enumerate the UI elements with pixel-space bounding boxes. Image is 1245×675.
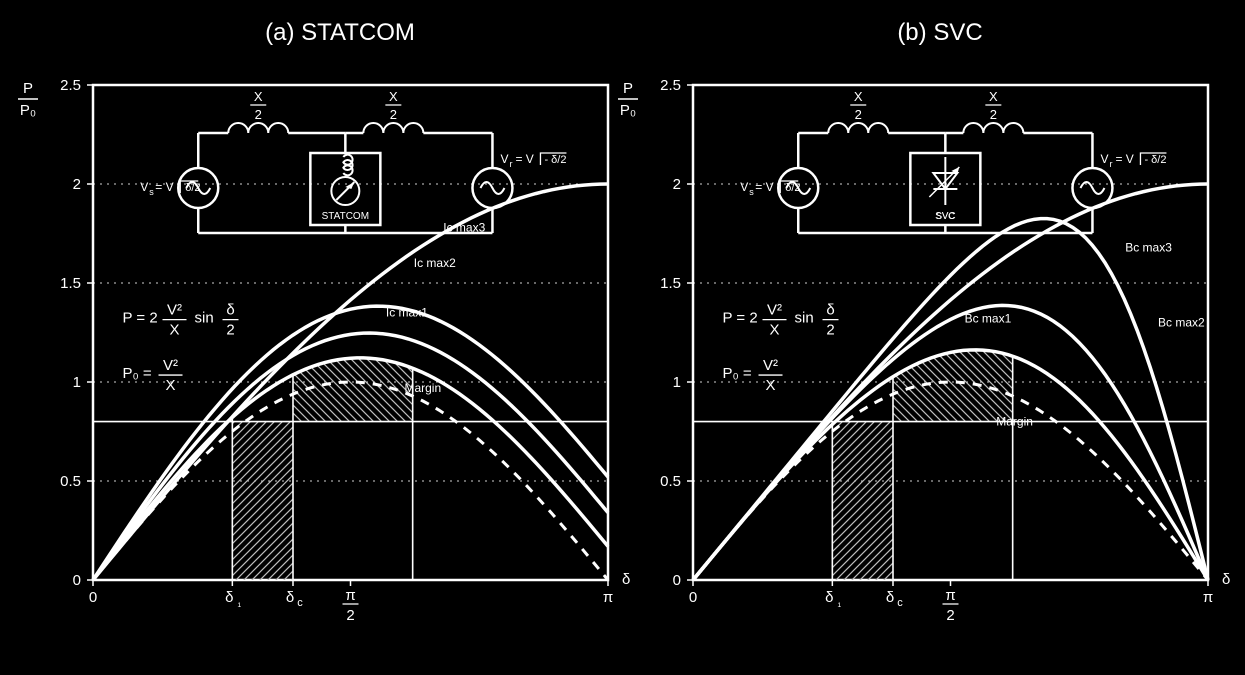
svg-text:δ: δ [825, 589, 833, 606]
svg-text:2: 2 [855, 107, 862, 122]
svg-text:0: 0 [689, 589, 697, 606]
svg-text:P₀: P₀ [20, 102, 36, 119]
svg-text:STATCOM: STATCOM [322, 211, 369, 222]
svg-text:δ: δ [226, 302, 234, 319]
svg-text:P: P [623, 80, 633, 97]
svg-text:2: 2 [390, 107, 397, 122]
margin-label: Margin [404, 381, 441, 395]
svg-text:2: 2 [255, 107, 262, 122]
svg-text:δ: δ [826, 302, 834, 319]
svg-text:V: V [140, 180, 148, 194]
svg-text:P = 2: P = 2 [123, 310, 158, 327]
svg-text:- δ/2: - δ/2 [1144, 154, 1166, 166]
svg-text:- δ/2: - δ/2 [544, 154, 566, 166]
title-a: (a) STATCOM [265, 19, 415, 46]
label-Bcmax1: Bc max1 [965, 312, 1012, 326]
svg-text:0: 0 [89, 589, 97, 606]
svg-text:V²: V² [767, 302, 782, 319]
svg-text:2: 2 [826, 322, 834, 339]
svg-text:2: 2 [673, 176, 681, 193]
svg-text:sin: sin [795, 310, 814, 327]
svg-text:s: s [149, 187, 154, 197]
margin-label: Margin [996, 415, 1033, 429]
svg-text:P₀ =: P₀ = [723, 365, 752, 382]
svg-text:r: r [509, 159, 512, 169]
svg-text:2.5: 2.5 [60, 77, 81, 94]
svg-text:δ: δ [1222, 571, 1230, 588]
svg-text:V²: V² [167, 302, 182, 319]
svg-text:2: 2 [73, 176, 81, 193]
svg-text:X: X [389, 89, 398, 104]
svg-text:δ: δ [286, 589, 294, 606]
svg-text:V: V [1100, 152, 1108, 166]
svg-text:2: 2 [990, 107, 997, 122]
svg-text:δ/2: δ/2 [785, 182, 800, 194]
svg-text:2: 2 [346, 607, 354, 624]
svg-text:₁: ₁ [837, 597, 841, 609]
svg-text:π: π [603, 589, 613, 606]
area-accel [832, 422, 893, 580]
svg-text:π: π [945, 587, 955, 604]
svg-text:X: X [854, 89, 863, 104]
svg-text:c: c [297, 597, 303, 609]
title-b: (b) SVC [897, 19, 982, 46]
label-Bcmax2: Bc max2 [1158, 316, 1205, 330]
label-Icmax2: Ic max2 [414, 256, 456, 270]
svg-text:1: 1 [73, 374, 81, 391]
label-Bcmax3: Bc max3 [1125, 240, 1172, 254]
svg-text:P = 2: P = 2 [723, 310, 758, 327]
svg-text:SVC: SVC [936, 211, 955, 221]
svg-text:2: 2 [226, 322, 234, 339]
svg-text:P: P [23, 80, 33, 97]
svg-text:s: s [749, 187, 754, 197]
svg-text:X: X [765, 377, 775, 394]
svg-text:X: X [165, 377, 175, 394]
svg-text:0.5: 0.5 [660, 473, 681, 490]
svg-text:r: r [1109, 159, 1112, 169]
svg-text:π: π [1203, 589, 1213, 606]
svg-text:δ: δ [622, 571, 630, 588]
svg-text:V²: V² [163, 357, 178, 374]
svg-text:= V: = V [1115, 152, 1133, 166]
svg-text:1.5: 1.5 [60, 275, 81, 292]
svg-text:δ: δ [886, 589, 894, 606]
svg-text:= V: = V [155, 180, 173, 194]
svg-text:0: 0 [673, 572, 681, 589]
svg-text:= V: = V [515, 152, 533, 166]
svg-text:1.5: 1.5 [660, 275, 681, 292]
svg-text:X: X [989, 89, 998, 104]
svg-text:δ/2: δ/2 [185, 182, 200, 194]
svg-text:P₀ =: P₀ = [123, 365, 152, 382]
svg-text:V²: V² [763, 357, 778, 374]
svg-text:V: V [740, 180, 748, 194]
svg-text:X: X [169, 322, 179, 339]
svg-text:= V: = V [755, 180, 773, 194]
svg-text:P₀: P₀ [620, 102, 636, 119]
area-accel [232, 422, 293, 580]
svg-text:0: 0 [73, 572, 81, 589]
svg-text:sin: sin [195, 310, 214, 327]
svg-text:X: X [769, 322, 779, 339]
svg-text:δ: δ [225, 589, 233, 606]
svg-text:X: X [254, 89, 263, 104]
svg-text:V: V [500, 152, 508, 166]
svg-text:₁: ₁ [237, 597, 241, 609]
svg-text:π: π [345, 587, 355, 604]
svg-text:c: c [897, 597, 903, 609]
svg-text:1: 1 [673, 374, 681, 391]
svg-text:2: 2 [946, 607, 954, 624]
svg-text:0.5: 0.5 [60, 473, 81, 490]
svg-text:2.5: 2.5 [660, 77, 681, 94]
